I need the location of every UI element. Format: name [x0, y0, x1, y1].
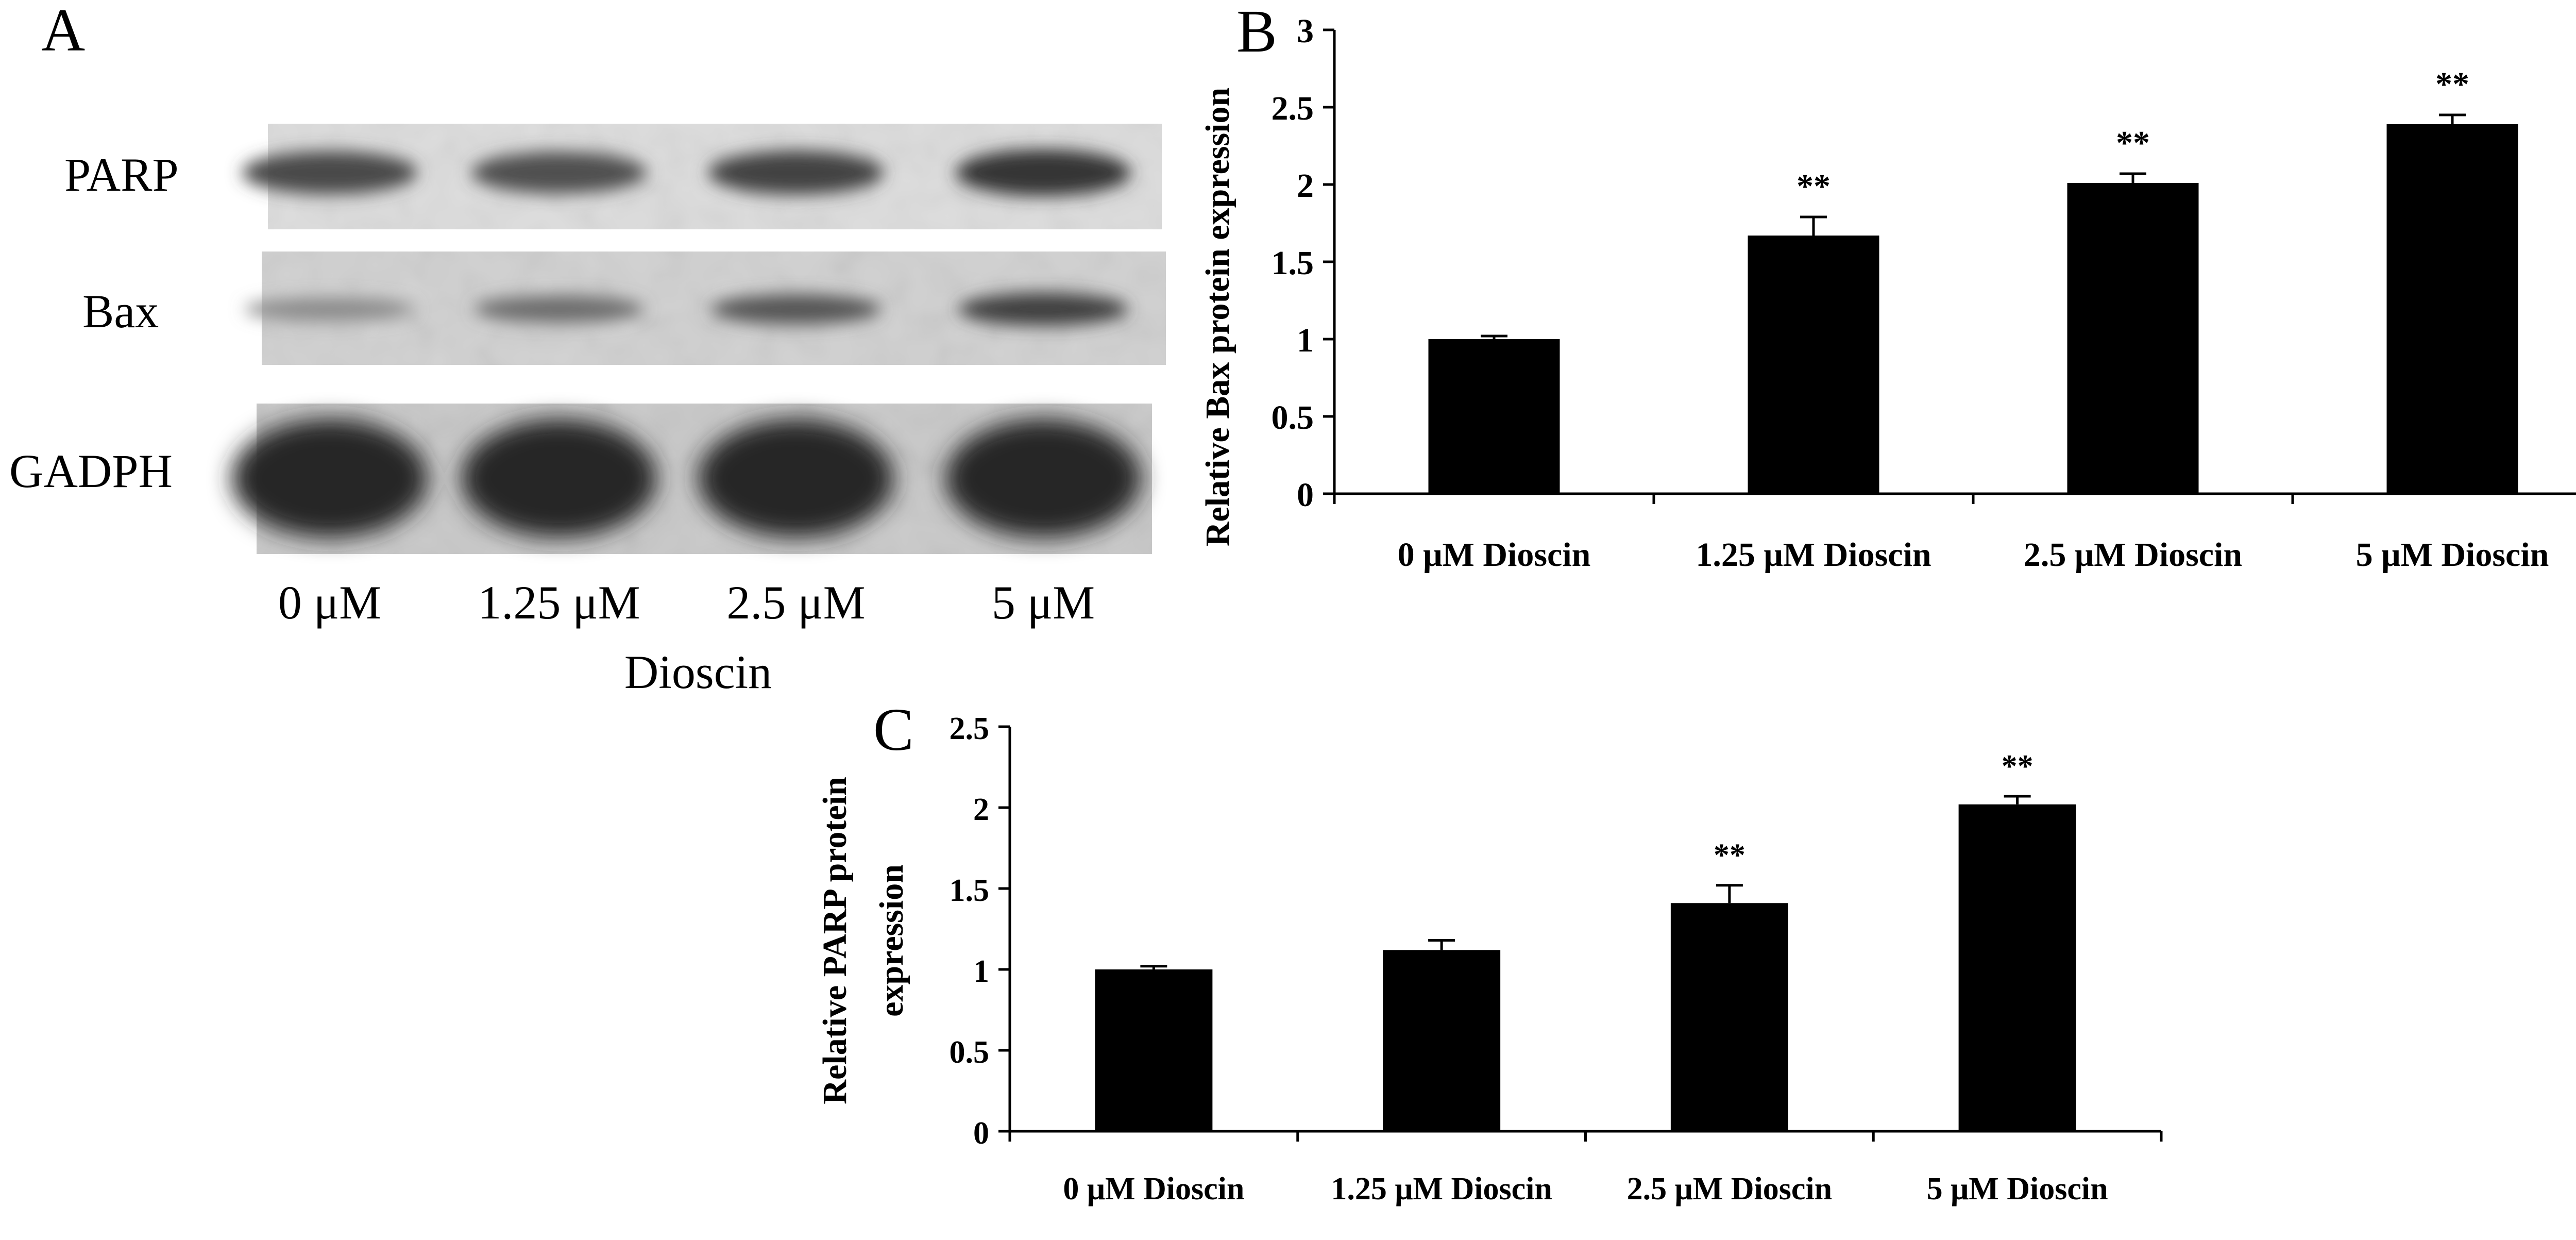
- bax-band-2: [711, 294, 881, 325]
- chart-c-ylabel-line-1: Relative PARP protein: [816, 777, 854, 1104]
- blot-label-gadph: GADPH: [9, 445, 173, 497]
- treatment-label: Dioscin: [624, 646, 772, 698]
- panel-a-letter: A: [41, 0, 85, 64]
- panel-a-western-blot: A PARP Bax GADPH 0 μM 1.25 μM 2.5 μM 5 μ…: [9, 0, 1166, 698]
- chart-b-ytick-label-6: 3: [1297, 12, 1314, 50]
- chart-c-ytick-label-2: 1: [973, 954, 989, 989]
- panel-c-chart: C Relative PARP protein expression 0 0.5 1…: [816, 696, 2163, 1207]
- panel-b-chart: B Relative Bax protein expression 0 0.5 1 1…: [1199, 0, 2576, 574]
- chart-c-bar-0: [1095, 969, 1213, 1131]
- chart-c-ytick-label-3: 1.5: [950, 873, 990, 908]
- lane-label-0: 0 μM: [278, 576, 381, 629]
- chart-c-significance-2: **: [1714, 838, 1745, 873]
- parp-band-0: [242, 151, 417, 194]
- chart-b-bar-3: [2386, 124, 2518, 494]
- chart-b-ytick-label-0: 0: [1297, 476, 1314, 514]
- chart-b-significance-1: **: [1797, 167, 1831, 205]
- chart-b-ytick-label-3: 1.5: [1272, 244, 1314, 282]
- blot-label-bax: Bax: [82, 285, 159, 338]
- chart-c-category-3: 5 μM Dioscin: [1927, 1171, 2108, 1207]
- chart-c-bar-3: [1958, 804, 2076, 1131]
- blot-strip-bax: [245, 252, 1166, 365]
- gadph-band-3: [945, 419, 1141, 538]
- bax-band-3: [958, 292, 1128, 326]
- chart-c-bar-1: [1383, 950, 1501, 1131]
- blot-strip-gadph: [232, 404, 1152, 554]
- gadph-band-0: [232, 419, 428, 538]
- chart-c-bar-2: [1670, 903, 1788, 1131]
- parp-band-1: [471, 152, 647, 194]
- lane-label-3: 5 μM: [992, 576, 1095, 629]
- bax-band-1: [474, 295, 644, 323]
- panel-b-letter: B: [1236, 0, 1277, 65]
- chart-b-category-1: 1.25 μM Dioscin: [1696, 536, 1931, 574]
- chart-c-category-1: 1.25 μM Dioscin: [1331, 1171, 1552, 1207]
- chart-b-significance-2: **: [2116, 124, 2150, 162]
- chart-c-ytick-label-4: 2: [973, 792, 989, 827]
- chart-b-bar-1: [1748, 236, 1879, 494]
- chart-b-category-0: 0 μM Dioscin: [1398, 536, 1591, 574]
- chart-b-ytick-label-2: 1: [1297, 322, 1314, 359]
- chart-c-ylabel-line-2: expression: [873, 864, 910, 1017]
- parp-band-2: [708, 150, 884, 195]
- chart-b-ylabel: Relative Bax protein expression: [1199, 88, 1236, 546]
- chart-b-significance-3: **: [2435, 65, 2469, 103]
- parp-band-3: [956, 149, 1131, 196]
- chart-c-category-2: 2.5 μM Dioscin: [1627, 1171, 1833, 1207]
- gadph-band-2: [698, 419, 894, 538]
- chart-b-ytick-label-5: 2.5: [1272, 90, 1314, 127]
- chart-b-ytick-label-1: 0.5: [1272, 399, 1314, 437]
- bax-band-0: [245, 297, 415, 321]
- chart-b-bar-2: [2067, 183, 2199, 494]
- chart-c-ytick-label-1: 0.5: [950, 1035, 990, 1070]
- chart-c-ytick-label-0: 0: [973, 1116, 989, 1151]
- chart-c-ytick-label-5: 2.5: [950, 711, 990, 746]
- chart-b-bar-0: [1428, 339, 1560, 494]
- lane-label-1: 1.25 μM: [478, 576, 640, 629]
- chart-c-significance-3: **: [2002, 749, 2033, 784]
- blot-label-parp: PARP: [64, 148, 179, 201]
- lane-label-2: 2.5 μM: [726, 576, 865, 629]
- panel-c-letter: C: [873, 696, 914, 763]
- chart-b-category-3: 5 μM Dioscin: [2356, 536, 2549, 574]
- chart-b-category-2: 2.5 μM Dioscin: [2024, 536, 2242, 574]
- gadph-band-1: [461, 419, 657, 538]
- blot-strip-parp: [242, 124, 1162, 229]
- chart-b-ytick-label-4: 2: [1297, 167, 1314, 205]
- chart-c-category-0: 0 μM Dioscin: [1063, 1171, 1244, 1207]
